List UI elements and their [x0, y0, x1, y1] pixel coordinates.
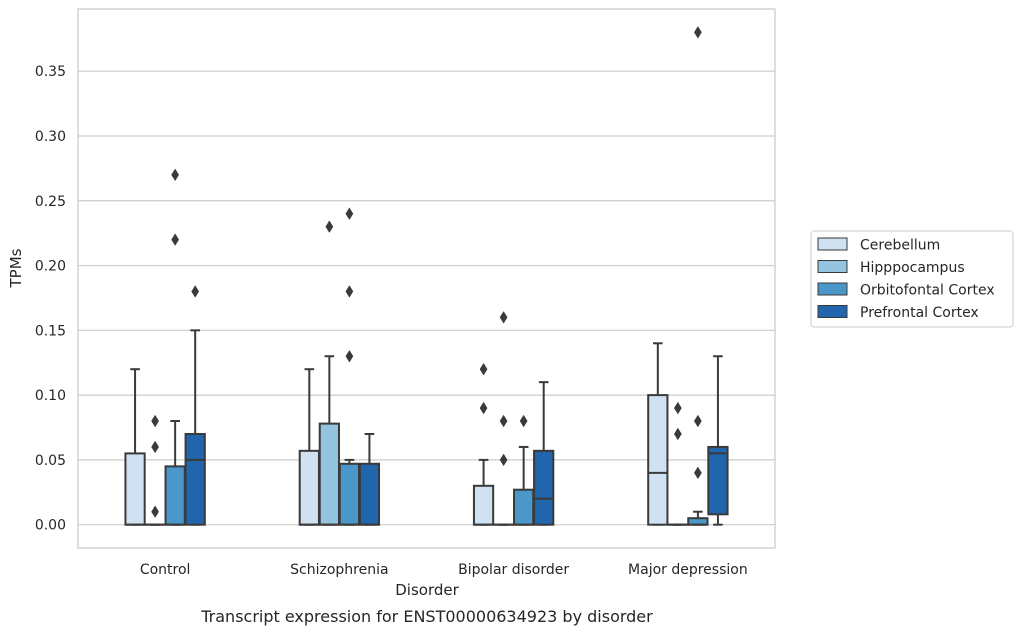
- legend-label: Hipppocampus: [860, 260, 965, 276]
- box-3-3: [513, 414, 535, 526]
- outlier-point: [151, 440, 160, 454]
- box-iqr: [298, 449, 320, 526]
- box-iqr: [647, 394, 669, 526]
- outlier-point: [693, 414, 702, 428]
- y-tick-label: 0.20: [35, 259, 66, 275]
- y-axis-ticks: 0.00 0.05 0.10 0.15 0.20 0.25 0.30 0.35: [35, 64, 66, 533]
- y-tick-label: 0.30: [35, 129, 66, 145]
- x-tick-label: Control: [140, 562, 191, 578]
- box-iqr: [358, 462, 381, 526]
- legend: Cerebellum Hipppocampus Orbitofontal Corte…: [810, 230, 1014, 328]
- y-tick-label: 0.15: [35, 323, 66, 339]
- box-plots: [124, 26, 729, 526]
- legend-label: Prefrontal Cortex: [860, 305, 979, 321]
- outlier-point: [479, 362, 488, 376]
- box-4-3: [687, 26, 709, 526]
- grid-lines: [78, 70, 775, 526]
- outlier-point: [693, 26, 702, 39]
- outlier-point: [673, 427, 682, 441]
- outlier-point: [499, 414, 508, 428]
- outlier-point: [673, 401, 682, 415]
- legend-label: Orbitofontal Cortex: [860, 283, 995, 299]
- box-4-2: [667, 401, 689, 526]
- outlier-point: [479, 401, 488, 415]
- box-iqr: [472, 484, 495, 526]
- box-1-1: [124, 368, 146, 526]
- box-2-1: [298, 368, 320, 526]
- y-tick-label: 0.05: [35, 453, 66, 469]
- legend-label: Cerebellum: [860, 238, 940, 254]
- y-axis-label: TPMs: [7, 248, 25, 288]
- box-2-3: [338, 207, 361, 526]
- y-tick-label: 0.35: [35, 64, 66, 80]
- legend-swatch: [817, 305, 848, 318]
- outlier-point: [151, 505, 160, 518]
- x-tick-label: Schizophrenia: [290, 562, 388, 578]
- outlier-point: [191, 285, 200, 298]
- outlier-point: [345, 207, 354, 220]
- outlier-point: [693, 466, 702, 480]
- box-3-1: [472, 362, 495, 526]
- box-iqr: [184, 432, 206, 526]
- box-4-4: [707, 355, 729, 526]
- legend-frame: [810, 230, 1014, 328]
- box-2-2: [318, 220, 340, 526]
- box-iqr: [338, 462, 361, 526]
- x-axis-ticks: Control Schizophrenia Bipolar disorder Majo…: [140, 562, 748, 578]
- box-1-2: [144, 414, 166, 526]
- chart-caption: Transcript expression for ENST0000063492…: [200, 607, 653, 626]
- legend-swatch: [817, 237, 848, 251]
- outlier-point: [325, 220, 334, 233]
- legend-swatch: [817, 260, 848, 273]
- box-3-2: [492, 311, 515, 526]
- y-tick-label: 0.25: [35, 194, 66, 210]
- outlier-point: [345, 285, 354, 298]
- box-iqr: [513, 488, 535, 526]
- box-1-4: [184, 285, 206, 526]
- box-2-4: [358, 432, 381, 526]
- x-tick-label: Major depression: [628, 562, 748, 578]
- box-iqr: [164, 465, 186, 526]
- outlier-point: [519, 414, 528, 428]
- box-iqr: [533, 449, 555, 526]
- box-4-1: [647, 342, 669, 526]
- y-tick-label: 0.10: [35, 388, 66, 404]
- box-iqr: [124, 452, 146, 526]
- box-3-4: [533, 381, 555, 526]
- outlier-point: [499, 453, 508, 467]
- box-1-3: [164, 168, 186, 526]
- outlier-point: [151, 414, 160, 428]
- outlier-point: [171, 233, 180, 246]
- x-axis-label: Disorder: [395, 581, 459, 599]
- box-iqr: [318, 422, 340, 526]
- outlier-point: [345, 349, 354, 363]
- outlier-point: [499, 311, 508, 324]
- box-iqr: [707, 445, 729, 516]
- legend-swatch: [817, 282, 848, 296]
- y-tick-label: 0.00: [35, 518, 66, 534]
- plot-frame: [77, 8, 776, 549]
- x-tick-label: Bipolar disorder: [458, 562, 569, 578]
- outlier-point: [171, 168, 180, 182]
